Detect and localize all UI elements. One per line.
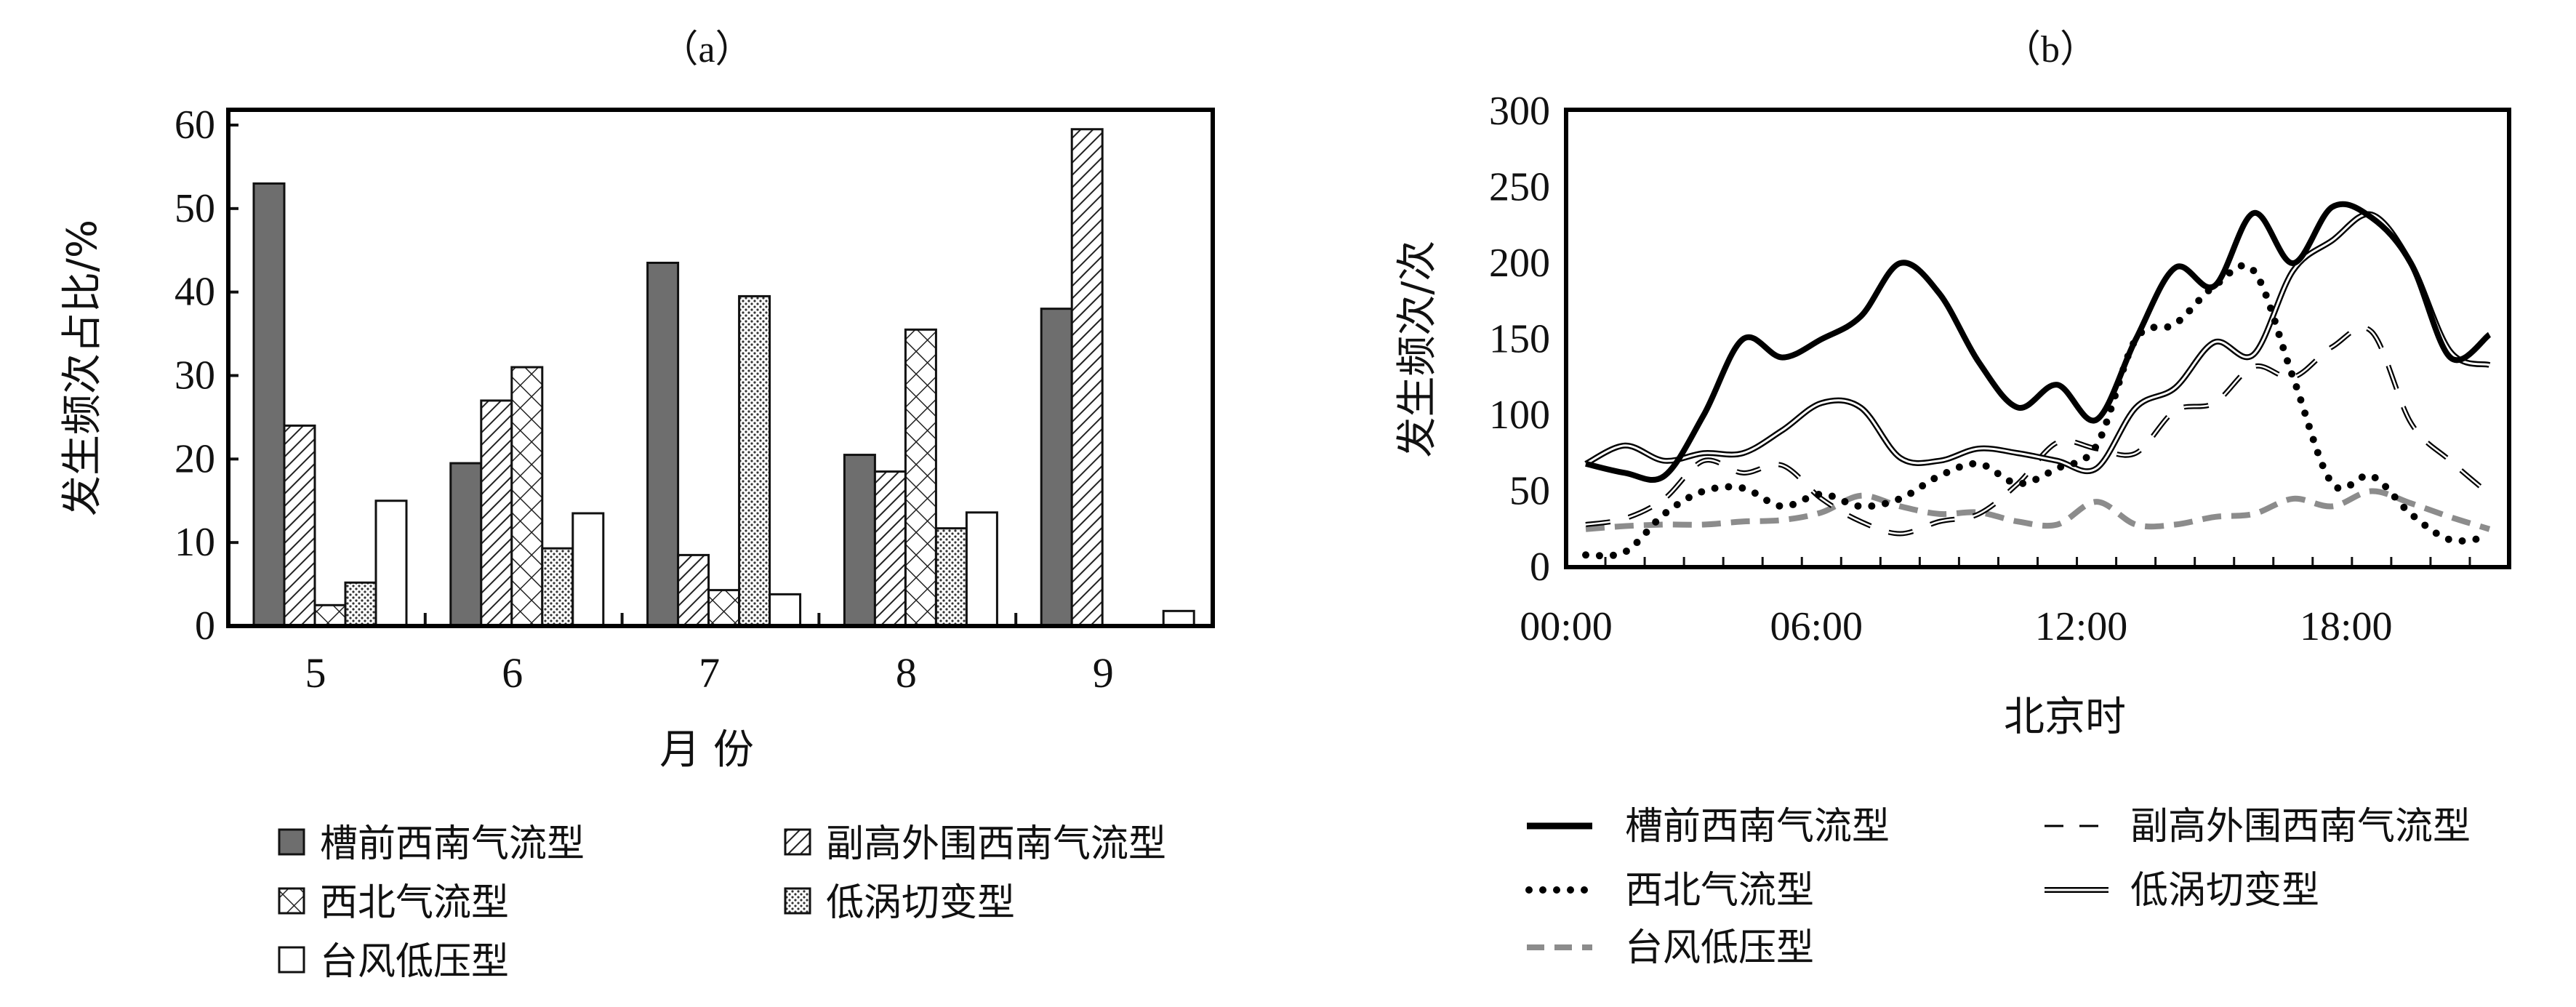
y-tick-label: 0 (195, 603, 215, 649)
bar (965, 511, 998, 627)
bar (510, 366, 544, 627)
series-line-dotted (1582, 262, 2493, 560)
y-tick-label: 150 (1489, 317, 1550, 362)
x-tick-label: 06:00 (1770, 604, 1863, 649)
chart-a-ylabel: 发生频次占比/% (59, 220, 106, 516)
x-tick-label: 9 (1093, 649, 1114, 697)
series-line-thick-solid (1585, 201, 2492, 483)
chart-b-title: （b） (2003, 29, 2098, 71)
x-tick-label: 12:00 (2035, 604, 2128, 649)
x-tick-label: 5 (305, 649, 326, 697)
bar (571, 512, 605, 627)
chart-b-ylabel: 发生频次/次 (1394, 241, 1441, 458)
legend-label: 台风低压型 (320, 940, 509, 984)
legend-swatch-diagonal (784, 828, 811, 856)
chart-a-xlabel: 月 份 (659, 726, 754, 774)
chart-b-legend: 槽前西南气流型 副高外围西南气流型 西北气流型 低涡切变型 台风低压型 (1525, 805, 2471, 970)
bar (677, 553, 710, 627)
bar (707, 589, 741, 627)
legend-label: 槽前西南气流型 (320, 822, 585, 866)
y-tick-label: 60 (174, 103, 215, 148)
legend-label: 西北气流型 (320, 881, 509, 925)
legend-label: 副高外围西南气流型 (826, 822, 1166, 866)
bar (541, 547, 574, 627)
bar (1040, 308, 1073, 627)
chart-a-title: （a） (660, 29, 753, 71)
legend-label: 低涡切变型 (2130, 869, 2319, 912)
bar (873, 470, 907, 627)
legend-label: 西北气流型 (1625, 869, 1814, 912)
bar (934, 527, 968, 627)
x-tick-label: 8 (896, 649, 917, 697)
bar (313, 603, 347, 627)
bar (738, 294, 771, 627)
bar (283, 424, 316, 627)
bar (344, 581, 377, 627)
chart-a-plot: 5 6 7 8 9 0 10 20 30 40 50 60 (174, 103, 1215, 697)
bar (904, 328, 937, 627)
legend-swatch-solid (278, 828, 305, 856)
y-tick-label: 20 (174, 436, 215, 481)
bar (769, 593, 802, 627)
y-tick-label: 10 (174, 520, 215, 565)
chart-b-plot: 0 50 100 150 200 250 300 00:00 06:00 12:00 18:00 (1489, 89, 2511, 649)
legend-swatch-white (278, 946, 305, 974)
legend-swatch-dots (784, 887, 811, 915)
bar (480, 399, 513, 627)
chart-a-legend: 槽前西南气流型 副高外围西南气流型 西北气流型 低涡切变型 台风低压型 (278, 822, 1166, 984)
legend-label: 台风低压型 (1625, 926, 1814, 970)
bar (843, 454, 876, 627)
y-tick-label: 200 (1489, 241, 1550, 286)
y-tick-label: 40 (174, 270, 215, 315)
series-line-gray-dashed (1585, 488, 2491, 532)
y-tick-label: 250 (1489, 165, 1550, 210)
y-tick-label: 50 (1509, 469, 1550, 514)
x-tick-label: 7 (699, 649, 720, 697)
legend-label: 槽前西南气流型 (1625, 805, 1890, 848)
chart-a: （a） 发生频次占比/% 月 份 5 6 7 8 9 0 10 20 30 40 50 60 槽前西南… (59, 29, 1215, 984)
y-tick-label: 0 (1530, 545, 1550, 590)
chart-b-xlabel: 北京时 (2004, 694, 2126, 741)
series-line-inner (1585, 326, 2490, 535)
x-tick-label: 6 (502, 649, 523, 697)
chart-b: （b） 发生频次/次 北京时 0 50 100 150 200 250 300 00:00 06… (1394, 29, 2511, 970)
y-tick-label: 50 (174, 186, 215, 231)
series-line-inner (1585, 213, 2490, 473)
y-tick-label: 100 (1489, 393, 1550, 438)
legend-label: 低涡切变型 (826, 881, 1015, 925)
y-tick-label: 30 (174, 353, 215, 398)
bar (252, 182, 286, 627)
plot-frame (1564, 108, 2511, 569)
bar (1070, 128, 1104, 627)
legend-swatch-cross (278, 887, 305, 915)
bar (646, 261, 680, 627)
bar (1162, 609, 1195, 627)
legend-label: 副高外围西南气流型 (2130, 805, 2471, 848)
plot-frame (226, 108, 1215, 628)
x-tick-label: 18:00 (2300, 604, 2393, 649)
series-line-dashed (1585, 325, 2492, 537)
bar (449, 462, 483, 627)
x-tick-label: 00:00 (1520, 604, 1613, 649)
series-line-double-line (1584, 211, 2491, 475)
y-tick-label: 300 (1489, 89, 1550, 134)
bar (374, 500, 408, 627)
